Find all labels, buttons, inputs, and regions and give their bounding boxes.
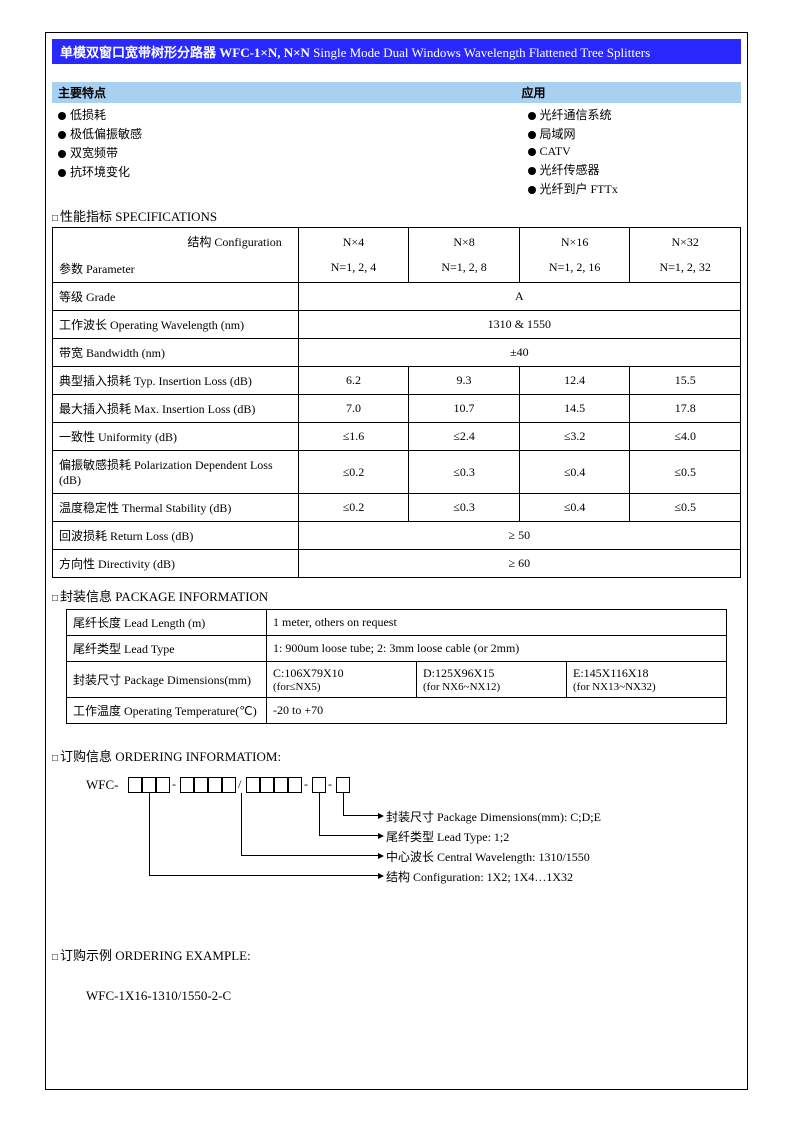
- ord-label: 结构 Configuration: 1X2; 1X4…1X32: [386, 868, 573, 885]
- spec-row-label: 回波损耗 Return Loss (dB): [53, 522, 299, 550]
- spec-row-label: 最大插入损耗 Max. Insertion Loss (dB): [53, 395, 299, 423]
- spec-row-span: 1310 & 1550: [298, 311, 740, 339]
- title-bar: 单模双窗口宽带树形分路器 WFC-1×N, N×N Single Mode Du…: [52, 39, 741, 64]
- spec-title: □性能指标 SPECIFICATIONS: [52, 206, 741, 225]
- spec-cell: ≤0.4: [519, 494, 630, 522]
- title-cn: 单模双窗口宽带树形分路器 WFC-1×N, N×N: [60, 45, 310, 60]
- spec-row-span: ≥ 60: [298, 550, 740, 578]
- pkg-table: 尾纤长度 Lead Length (m) 1 meter, others on …: [66, 609, 727, 724]
- ordering-title: □订购信息 ORDERING INFORMATIOM:: [52, 746, 741, 765]
- features-header: 主要特点 应用: [52, 82, 741, 103]
- spec-cell: 12.4: [519, 367, 630, 395]
- example-title: □订购示例 ORDERING EXAMPLE:: [52, 945, 741, 964]
- features-hdr1: 主要特点: [58, 86, 106, 100]
- spec-row-label: 典型插入损耗 Typ. Insertion Loss (dB): [53, 367, 299, 395]
- spec-cell: 15.5: [630, 367, 741, 395]
- pkg-label: 工作温度 Operating Temperature(℃): [67, 698, 267, 724]
- list-item: 光纤到户 FTTx: [522, 179, 742, 198]
- spec-row-span: ≥ 50: [298, 522, 740, 550]
- list-item: 低损耗: [52, 105, 272, 124]
- spec-cell: ≤3.2: [519, 423, 630, 451]
- spec-row-span: A: [298, 283, 740, 311]
- spec-cell: ≤1.6: [298, 423, 409, 451]
- spec-cell: 7.0: [298, 395, 409, 423]
- pkg-label: 封装尺寸 Package Dimensions(mm): [67, 662, 267, 698]
- spec-cell: 9.3: [409, 367, 520, 395]
- config-label: 结构 Configuration: [59, 233, 292, 250]
- list-item: CATV: [522, 143, 742, 160]
- spec-cell: ≤0.5: [630, 494, 741, 522]
- pkg-label: 尾纤长度 Lead Length (m): [67, 610, 267, 636]
- spec-table: 结构 Configuration 参数 Parameter N×4N=1, 2,…: [52, 227, 741, 578]
- ord-label: 封装尺寸 Package Dimensions(mm): C;D;E: [386, 808, 601, 825]
- spec-cell: ≤0.3: [409, 494, 520, 522]
- list-item: 光纤通信系统: [522, 105, 742, 124]
- spec-cell: 17.8: [630, 395, 741, 423]
- spec-cell: 10.7: [409, 395, 520, 423]
- spec-row-label: 偏振敏感损耗 Polarization Dependent Loss (dB): [53, 451, 299, 494]
- param-label: 参数 Parameter: [59, 260, 292, 277]
- spec-row-label: 等级 Grade: [53, 283, 299, 311]
- ordering-diagram: WFC- - / - - 封装尺寸 Package Dimensions(: [86, 777, 741, 917]
- pkg-val: 1 meter, others on request: [267, 610, 727, 636]
- spec-row-label: 带宽 Bandwidth (nm): [53, 339, 299, 367]
- ordering-prefix: WFC-: [86, 777, 119, 793]
- pkg-val: 1: 900um loose tube; 2: 3mm loose cable …: [267, 636, 727, 662]
- ord-label: 尾纤类型 Lead Type: 1;2: [386, 828, 509, 845]
- spec-cell: 14.5: [519, 395, 630, 423]
- spec-cell: ≤0.3: [409, 451, 520, 494]
- spec-row-label: 一致性 Uniformity (dB): [53, 423, 299, 451]
- features-body: 低损耗 极低偏振敏感 双宽频带 抗环境变化 光纤通信系统 局域网 CATV 光纤…: [52, 105, 741, 198]
- spec-row-span: ±40: [298, 339, 740, 367]
- example-value: WFC-1X16-1310/1550-2-C: [86, 988, 741, 1004]
- spec-cell: ≤0.2: [298, 451, 409, 494]
- list-item: 局域网: [522, 124, 742, 143]
- pkg-label: 尾纤类型 Lead Type: [67, 636, 267, 662]
- list-item: 抗环境变化: [52, 162, 272, 181]
- pkg-val: -20 to +70: [267, 698, 727, 724]
- pkg-title: □封装信息 PACKAGE INFORMATION: [52, 586, 741, 605]
- spec-row-label: 方向性 Directivity (dB): [53, 550, 299, 578]
- list-item: 双宽频带: [52, 143, 272, 162]
- list-item: 极低偏振敏感: [52, 124, 272, 143]
- spec-cell: 6.2: [298, 367, 409, 395]
- list-item: 光纤传感器: [522, 160, 742, 179]
- spec-cell: ≤0.2: [298, 494, 409, 522]
- spec-cell: ≤0.5: [630, 451, 741, 494]
- title-en: Single Mode Dual Windows Wavelength Flat…: [313, 45, 650, 60]
- spec-row-label: 工作波长 Operating Wavelength (nm): [53, 311, 299, 339]
- spec-cell: ≤2.4: [409, 423, 520, 451]
- spec-cell: ≤0.4: [519, 451, 630, 494]
- spec-row-label: 温度稳定性 Thermal Stability (dB): [53, 494, 299, 522]
- spec-cell: ≤4.0: [630, 423, 741, 451]
- ord-label: 中心波长 Central Wavelength: 1310/1550: [386, 848, 590, 865]
- features-hdr2: 应用: [522, 86, 546, 100]
